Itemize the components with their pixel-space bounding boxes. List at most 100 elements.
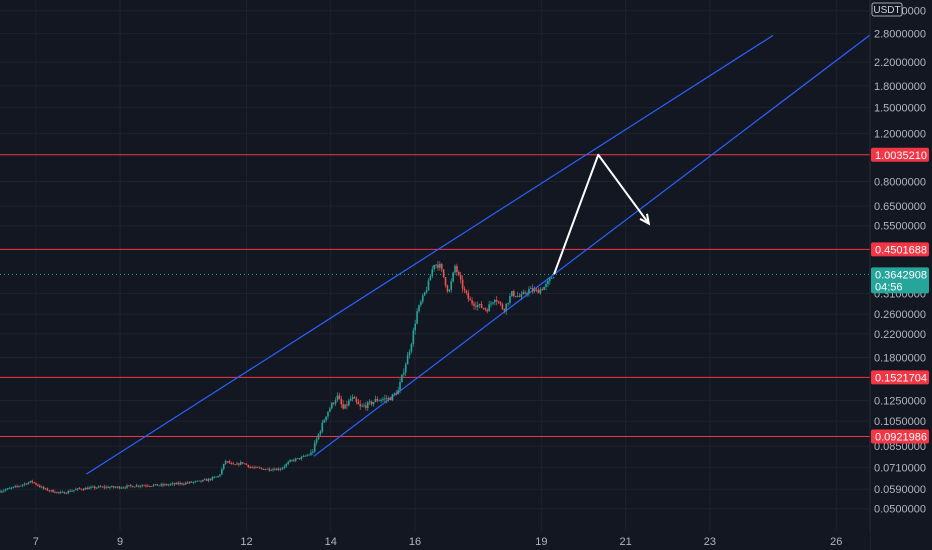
candle-body (97, 486, 100, 488)
candle-body (327, 411, 329, 417)
candle-body (80, 488, 83, 490)
candle-body (262, 468, 265, 470)
candle-body (283, 466, 286, 468)
candle-body (37, 484, 39, 486)
candle-body (160, 484, 162, 486)
candle-body (285, 463, 288, 467)
x-tick-label: 12 (240, 536, 252, 548)
time-axis[interactable] (0, 531, 870, 550)
candle-body (344, 404, 346, 409)
candle-body (190, 481, 193, 483)
projection-path (553, 153, 650, 275)
candle-body (363, 405, 365, 407)
x-tick-label: 23 (704, 536, 716, 548)
candle-body (372, 402, 375, 405)
candle-body (349, 399, 352, 401)
candle-body (173, 483, 176, 485)
candle-body (427, 280, 430, 291)
candle-body (120, 487, 123, 489)
candle-body (128, 485, 130, 487)
candle-body (514, 296, 517, 297)
candle-body (446, 285, 449, 292)
candle-body (194, 481, 197, 483)
candle-body (143, 485, 145, 487)
candle-body (84, 487, 87, 490)
candle-body (99, 486, 102, 488)
projection-arrow[interactable] (553, 153, 651, 275)
candle-body (71, 490, 73, 492)
candle-body (112, 486, 115, 488)
candle-body (319, 431, 322, 434)
x-tick-label: 26 (830, 536, 842, 548)
candle-body (403, 372, 405, 375)
candle-body (247, 464, 250, 468)
candle-body (321, 422, 324, 432)
candle-body (196, 480, 198, 482)
candle-body (340, 398, 343, 405)
candle-body (486, 309, 489, 312)
candle-body (275, 468, 278, 471)
candle-body (156, 484, 159, 486)
candle-body (46, 488, 49, 491)
candle-body (467, 292, 470, 299)
candle-body (21, 484, 24, 486)
candle-body (410, 343, 413, 352)
candle-body (211, 477, 214, 480)
candle-body (495, 300, 498, 302)
candle-body (86, 487, 89, 490)
candle-body (166, 484, 168, 486)
candle-body (308, 454, 310, 456)
candle-body (249, 467, 252, 468)
candle-body (471, 300, 473, 304)
candle-body (228, 461, 231, 464)
candle-body (509, 296, 511, 303)
candle-body (12, 486, 15, 488)
candle-body (293, 459, 295, 461)
candle-body (380, 400, 382, 401)
candle-body (431, 269, 434, 277)
candle-body (184, 482, 187, 485)
candlestick-series (0, 260, 555, 495)
candle-body (454, 266, 456, 273)
horizontal-levels[interactable] (0, 154, 870, 437)
candle-body (171, 483, 174, 485)
candle-body (48, 490, 51, 492)
candle-body (257, 466, 259, 468)
candle-body (300, 456, 303, 459)
candle-body (239, 462, 242, 465)
unit-badge[interactable]: USDT (871, 2, 903, 17)
candle-body (469, 298, 471, 301)
candle-body (57, 491, 60, 493)
candle-body (361, 405, 363, 407)
candle-body (107, 486, 109, 488)
price-badges: 1.0035210 0.4501688 0.1521704 0.0921986 0.36… (871, 147, 929, 444)
candle-body (179, 483, 181, 485)
y-tick-label: 1.8000000 (874, 81, 926, 93)
candle-body (251, 467, 253, 468)
candle-body (416, 311, 418, 324)
channel-upper-line (86, 34, 774, 475)
candle-body (39, 485, 41, 488)
candle-body (313, 442, 316, 452)
unit-label: USDT (873, 5, 900, 16)
trend-channel[interactable] (86, 34, 871, 475)
y-tick-label: 0.0590000 (874, 484, 926, 496)
candle-body (429, 276, 432, 281)
candle-body (268, 468, 271, 471)
candle-body (387, 397, 390, 400)
candle-body (181, 483, 183, 485)
candle-body (482, 307, 485, 309)
candle-body (192, 481, 195, 483)
candle-body (395, 393, 398, 395)
candle-body (533, 289, 536, 292)
candle-body (222, 463, 225, 470)
candle-body (114, 487, 117, 488)
candle-body (162, 484, 164, 486)
candle-body (61, 491, 64, 493)
candle-body (330, 402, 333, 409)
candle-body (505, 303, 508, 311)
candle-body (507, 302, 509, 304)
candle-body (528, 288, 530, 294)
candle-body (306, 455, 308, 456)
